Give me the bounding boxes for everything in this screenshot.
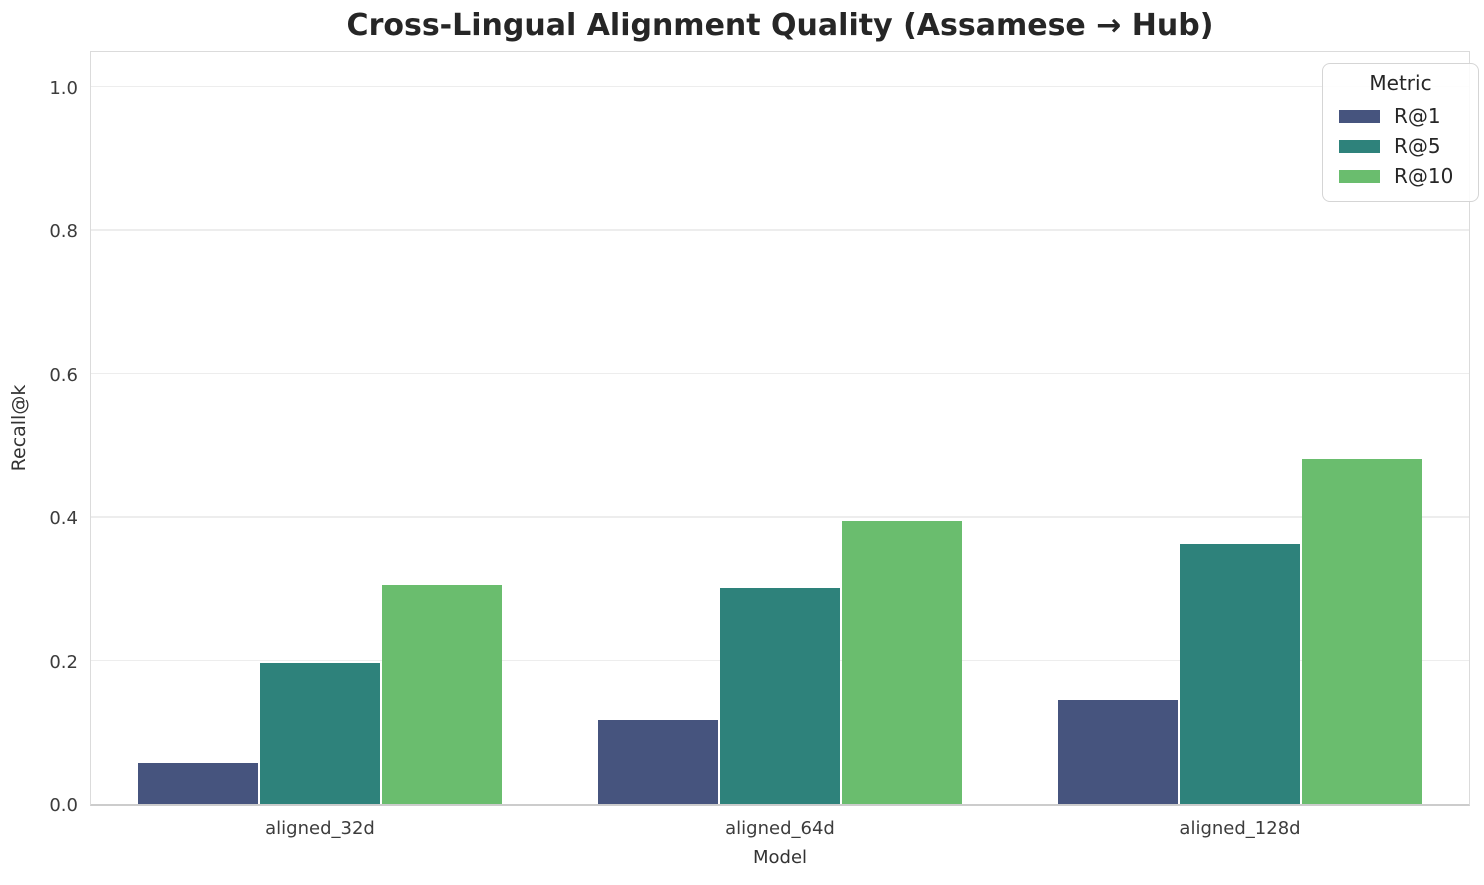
y-tick-label: 1.0: [49, 77, 78, 99]
y-tick-label: 0.4: [49, 508, 78, 529]
y-tick-label: 0.2: [49, 651, 78, 673]
plot-area: [90, 51, 1470, 806]
gridline: [91, 229, 1469, 231]
bar-R@5-aligned_64d: [719, 588, 840, 804]
legend-entry: R@5: [1333, 131, 1468, 161]
gridline: [91, 372, 1469, 375]
legend-entry-label: R@1: [1394, 104, 1441, 128]
gridline: [91, 85, 1469, 88]
legend-swatch: [1339, 139, 1380, 153]
legend-entry-label: R@10: [1394, 164, 1454, 188]
bar-R@10-aligned_32d: [382, 585, 503, 804]
legend-swatch: [1339, 169, 1380, 183]
chart-title: Cross-Lingual Alignment Quality (Assames…: [346, 8, 1214, 43]
bar-R@5-aligned_128d: [1179, 543, 1300, 804]
bar-R@10-aligned_128d: [1302, 458, 1423, 804]
bar-R@10-aligned_64d: [842, 520, 963, 804]
x-tick-label: aligned_128d: [1179, 818, 1301, 839]
gridline: [91, 516, 1469, 518]
legend-title: Metric: [1369, 71, 1432, 95]
y-tick-label: 0.0: [49, 795, 78, 816]
x-tick-label: aligned_32d: [265, 818, 375, 839]
legend: Metric R@1 R@5 R@10: [1322, 63, 1479, 202]
y-tick-label: 0.6: [49, 364, 78, 386]
y-tick-label: 0.8: [49, 221, 78, 242]
legend-entries: R@1 R@5 R@10: [1333, 101, 1468, 191]
x-axis-label: Model: [752, 847, 808, 868]
bar-R@1-aligned_128d: [1057, 699, 1178, 804]
legend-entry-label: R@5: [1394, 134, 1441, 158]
legend-swatch: [1339, 109, 1380, 123]
y-axis-label: Recall@k: [8, 384, 30, 472]
legend-entry: R@10: [1333, 161, 1468, 191]
bar-R@1-aligned_32d: [137, 763, 258, 804]
bar-R@1-aligned_64d: [597, 720, 718, 804]
x-tick-label: aligned_64d: [725, 818, 835, 839]
bar-R@5-aligned_32d: [259, 662, 380, 804]
legend-entry: R@1: [1333, 101, 1468, 131]
